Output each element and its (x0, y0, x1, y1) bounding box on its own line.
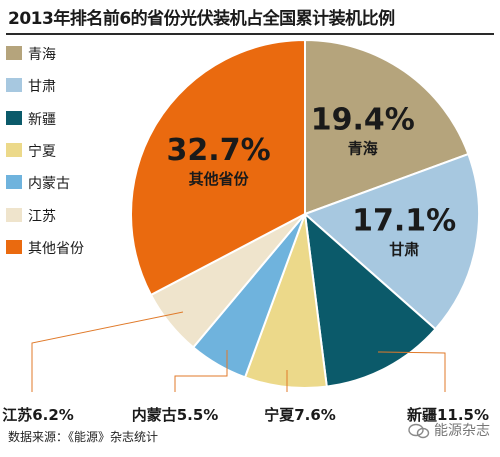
pie-slice (303, 211, 437, 388)
leader-line (174, 350, 228, 392)
legend-swatch (6, 110, 22, 125)
legend-swatch (6, 142, 22, 157)
data-label: 内蒙古5.5% (132, 406, 219, 424)
brand-watermark: 能源杂志 (408, 420, 490, 440)
legend-item: 甘肃 (6, 76, 126, 96)
leader-line (31, 311, 184, 392)
legend-label: 新疆 (28, 111, 56, 128)
data-label-name: 甘肃 (389, 241, 419, 259)
legend-item: 宁夏 (6, 141, 126, 161)
legend-item: 内蒙古 (6, 173, 126, 193)
brand-name: 能源杂志 (434, 423, 490, 439)
legend-swatch (6, 78, 22, 93)
data-source-note: 数据来源：《能源》杂志统计 (8, 430, 159, 444)
legend-label: 青海 (28, 47, 56, 63)
legend-label: 内蒙古 (28, 176, 70, 193)
chart-title: 2013年排名前6的省份光伏装机占全国累计装机比例 (8, 9, 395, 29)
legend-label: 其他省份 (28, 240, 84, 257)
data-label: 新疆11.5% (407, 406, 489, 424)
legend-item: 江苏 (6, 206, 126, 226)
data-label-value: 17.1% (352, 204, 456, 239)
legend-label: 江苏 (28, 208, 56, 225)
pie-slice (303, 152, 480, 331)
legend-label: 甘肃 (28, 79, 56, 96)
data-label-value: 19.4% (311, 102, 415, 137)
legend-item: 青海 (6, 44, 126, 64)
data-label-name: 其他省份 (189, 170, 250, 188)
legend-label: 宁夏 (28, 143, 56, 160)
pie-slice (304, 38, 470, 216)
data-label-name: 青海 (348, 139, 378, 157)
legend-swatch (6, 46, 22, 60)
title-divider (6, 33, 494, 35)
legend-item: 其他省份 (6, 238, 126, 258)
data-label: 江苏6.2% (2, 406, 74, 424)
data-label: 宁夏7.6% (264, 406, 336, 424)
legend-swatch (6, 175, 22, 190)
data-label-value: 32.7% (167, 133, 271, 168)
legend-item: 新疆 (6, 109, 126, 129)
legend-swatch (6, 207, 22, 222)
legend-swatch (6, 239, 22, 254)
leader-line (377, 351, 446, 392)
pie-slice (130, 38, 306, 297)
chat-bubble-icon (408, 423, 430, 439)
